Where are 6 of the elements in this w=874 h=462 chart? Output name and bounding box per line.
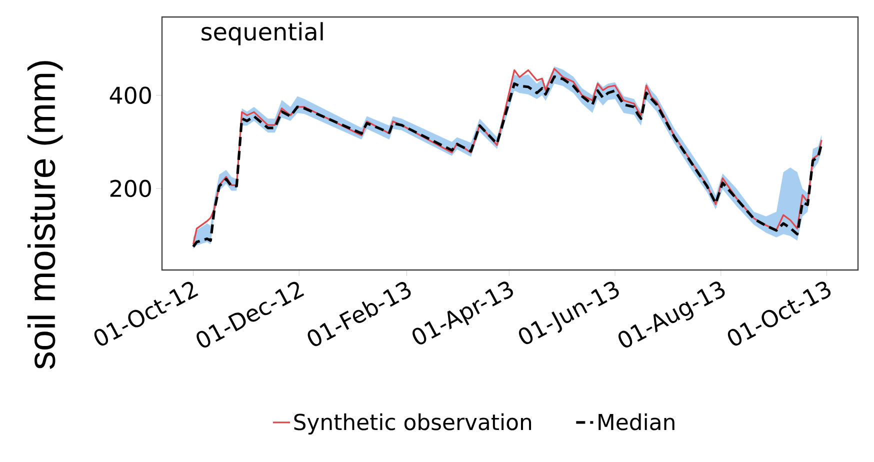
y-axis-title: soil moisture (mm)	[27, 61, 63, 369]
y-tick-label: 200	[110, 180, 151, 198]
y-tick-label: 400	[110, 86, 151, 104]
legend-label: Synthetic observation	[294, 413, 532, 435]
legend-label: Median	[598, 413, 674, 430]
chart-title: sequential	[202, 22, 323, 46]
